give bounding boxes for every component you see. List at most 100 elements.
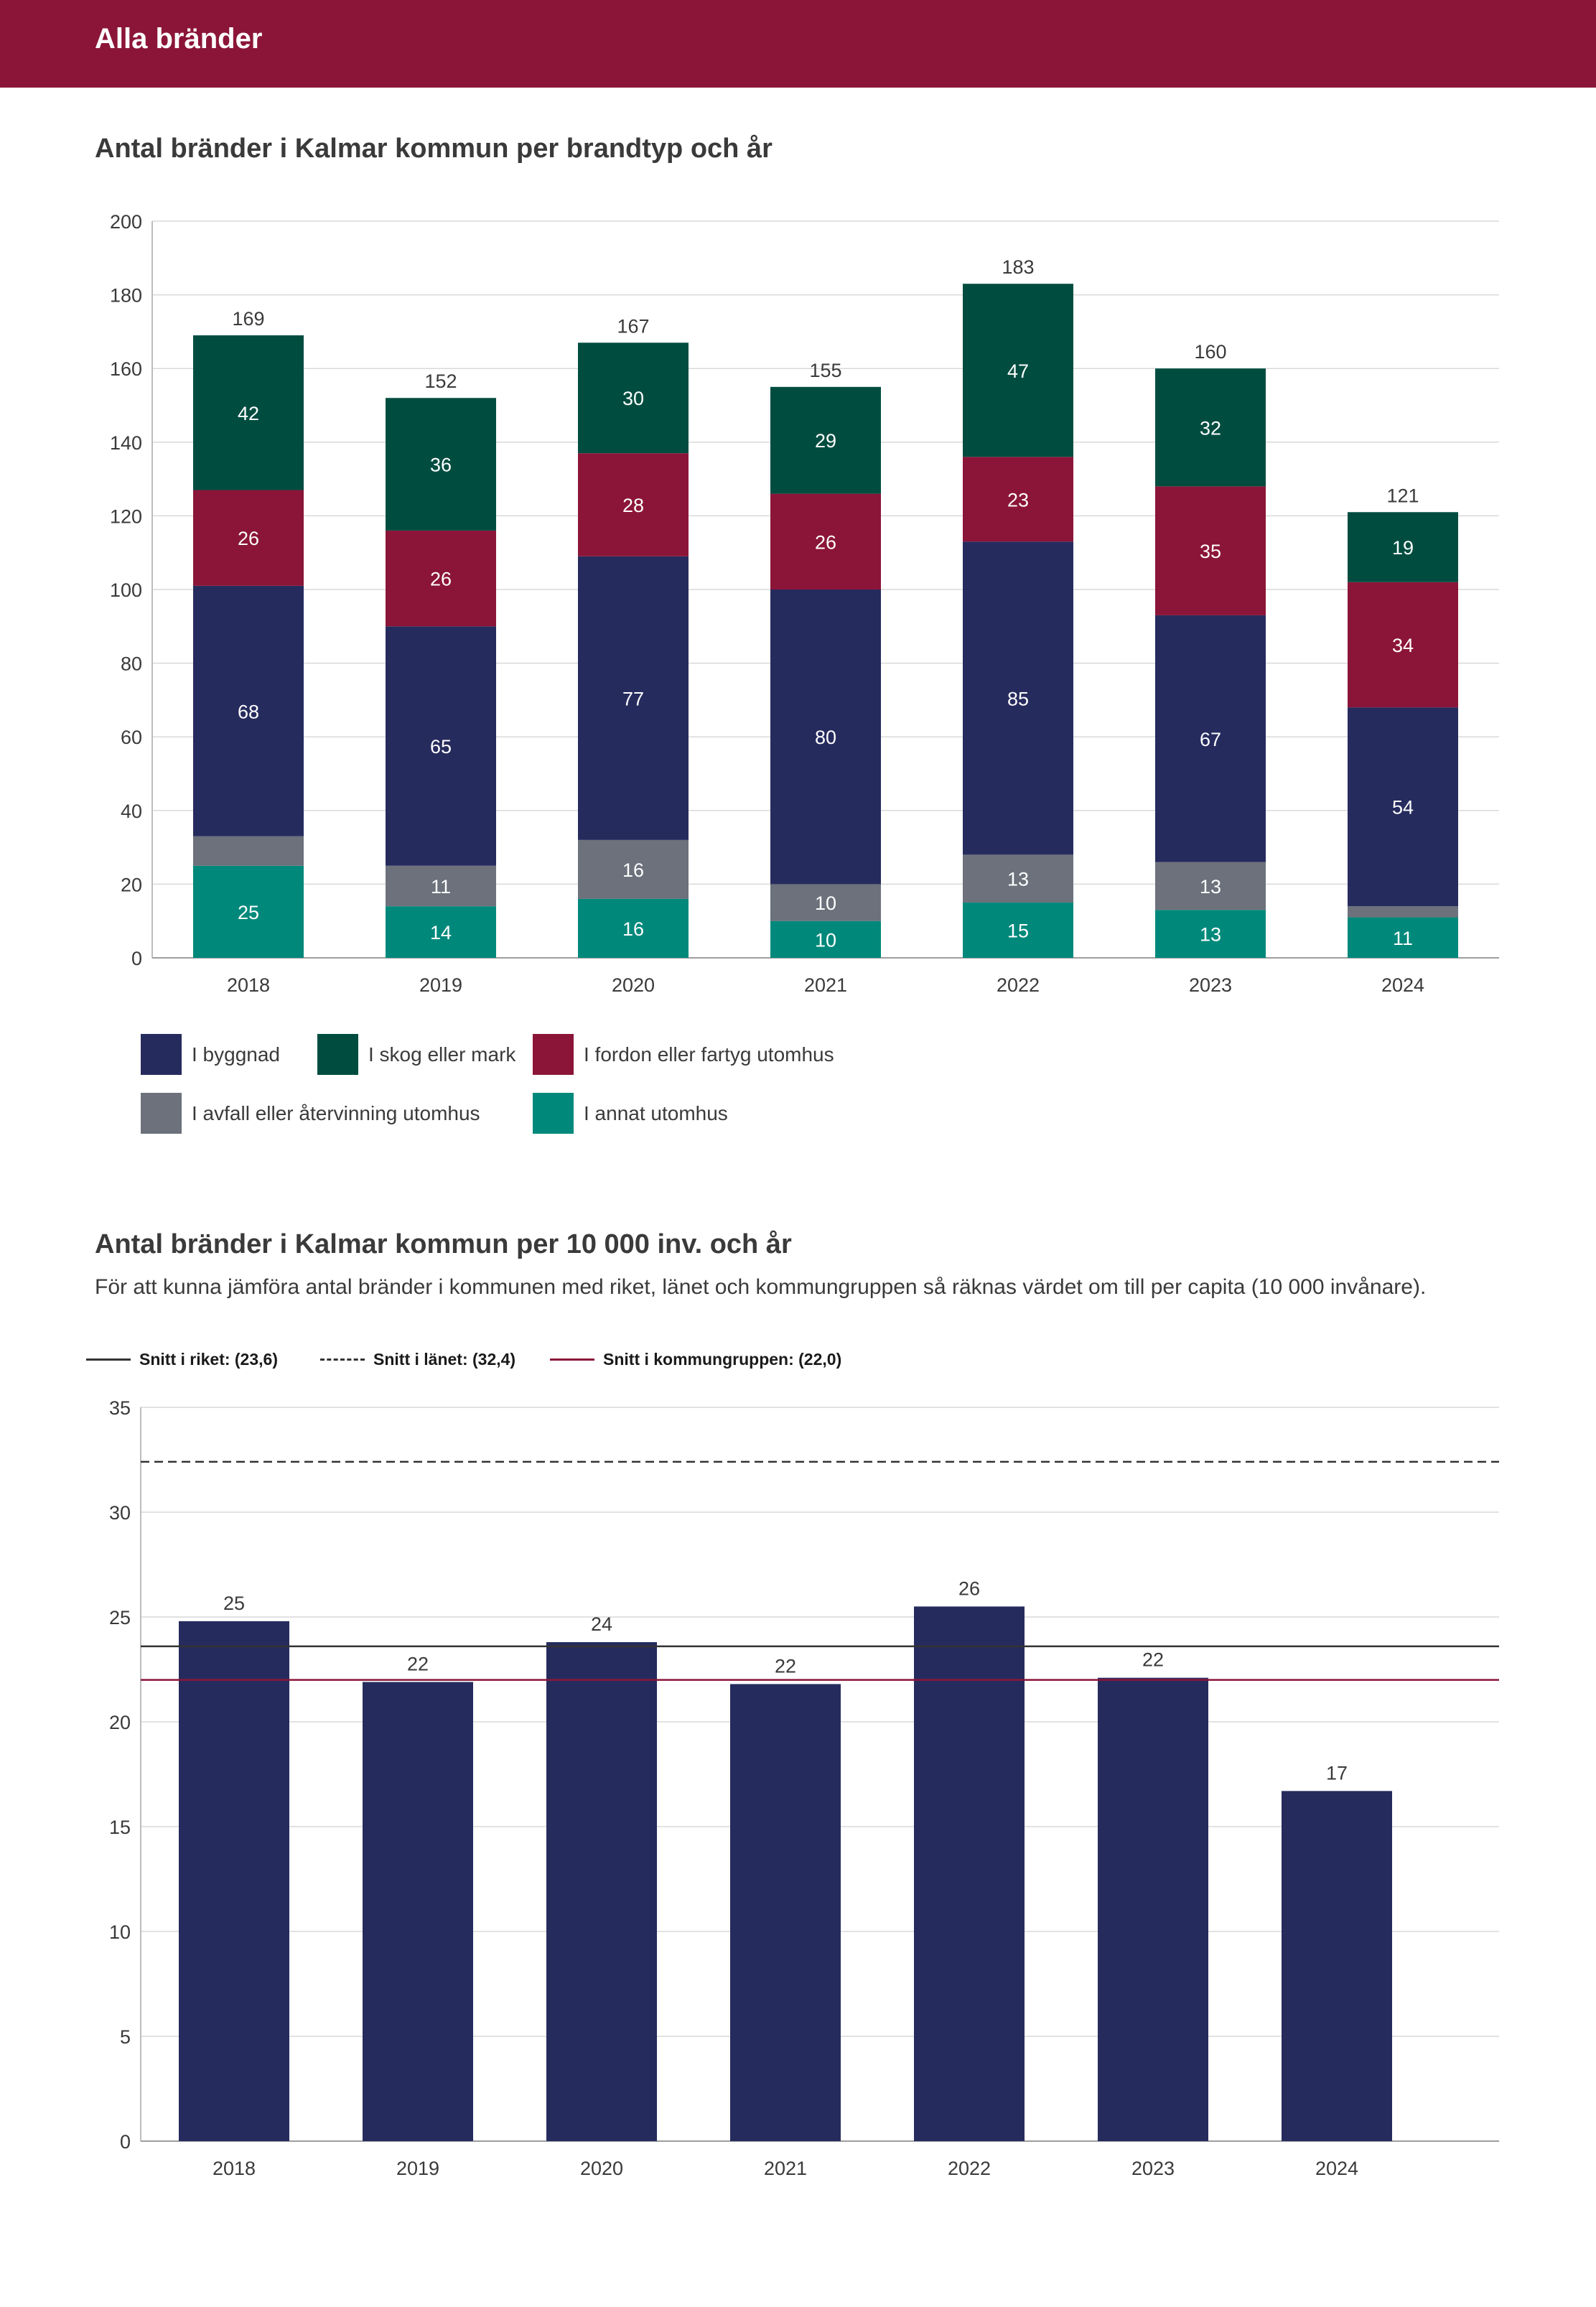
- x-tick-label: 2023: [1131, 2158, 1175, 2179]
- x-tick-label: 2018: [213, 2158, 256, 2179]
- legend-line-riket: [86, 1358, 131, 1361]
- data-label: 13: [1007, 869, 1029, 890]
- x-tick-label: 2021: [764, 2158, 807, 2179]
- data-label: 22: [407, 1654, 429, 1675]
- bar-segment-byggnad: [1155, 615, 1266, 862]
- bar-segment-avfall: [386, 865, 496, 907]
- bar-segment-skog: [578, 342, 689, 454]
- y-tick-label: 30: [109, 1502, 131, 1524]
- y-tick-label: 20: [109, 1712, 131, 1733]
- legend-item-avfall: I avfall eller återvinning utomhus: [141, 1093, 480, 1134]
- chart2-description: För att kunna jämföra antal bränder i ko…: [95, 1275, 1427, 1299]
- y-tick-label: 20: [121, 874, 142, 895]
- data-label: 13: [1200, 876, 1221, 898]
- data-label: 85: [1007, 688, 1029, 709]
- data-label: 26: [958, 1577, 980, 1599]
- x-tick-label: 2024: [1315, 2158, 1358, 2179]
- legend-item-annat: I annat utomhus: [533, 1093, 728, 1134]
- bar-segment-avfall: [963, 854, 1073, 903]
- bar-segment-fordon: [1155, 486, 1266, 615]
- legend-label-skog: I skog eller mark: [368, 1043, 516, 1066]
- legend-swatch-fordon: [533, 1034, 574, 1075]
- bar-segment-fordon: [578, 453, 689, 556]
- bar-segment-skog: [1348, 512, 1458, 582]
- legend-label-lanet: Snitt i länet: (32,4): [373, 1350, 516, 1369]
- total-label: 160: [1194, 341, 1226, 363]
- data-label: 47: [1007, 360, 1029, 382]
- data-label: 10: [815, 892, 836, 914]
- bar-segment-skog: [1155, 368, 1266, 487]
- legend-item-fordon: I fordon eller fartyg utomhus: [533, 1034, 834, 1075]
- bar-segment-annat: [1348, 917, 1458, 958]
- bar-segment-byggnad: [386, 626, 496, 866]
- total-label: 167: [617, 315, 649, 337]
- page-header: Alla bränder: [0, 0, 1596, 88]
- data-label: 36: [430, 455, 452, 476]
- data-label: 77: [622, 688, 644, 709]
- data-label: 26: [238, 528, 259, 549]
- y-tick-label: 200: [110, 211, 142, 233]
- legend-swatch-byggnad: [141, 1034, 182, 1075]
- x-tick-label: 2023: [1189, 974, 1232, 996]
- x-tick-label: 2021: [804, 974, 847, 996]
- chart2-title: Antal bränder i Kalmar kommun per 10 000…: [95, 1229, 792, 1259]
- chart1-legend: I byggnad I skog eller mark I fordon ell…: [141, 1034, 1146, 1142]
- total-label: 152: [424, 370, 457, 392]
- y-tick-label: 35: [109, 1397, 131, 1419]
- legend-swatch-avfall: [141, 1093, 182, 1134]
- bar-segment-avfall: [1155, 862, 1266, 910]
- data-label: 13: [1200, 924, 1221, 946]
- bar-segment-skog: [770, 386, 881, 494]
- legend-swatch-skog: [317, 1034, 358, 1075]
- data-label: 32: [1200, 417, 1221, 439]
- bar-segment-fordon: [193, 490, 304, 586]
- bar: [1282, 1791, 1392, 2141]
- y-tick-label: 160: [110, 358, 142, 380]
- y-tick-label: 0: [131, 948, 142, 969]
- data-label: 14: [430, 922, 452, 943]
- bar-segment-avfall: [770, 884, 881, 921]
- bar-segment-skog: [386, 398, 496, 531]
- data-label: 25: [223, 1593, 245, 1614]
- bar-segment-skog: [963, 284, 1073, 457]
- bar-segment-byggnad: [1348, 707, 1458, 907]
- bar-segment-byggnad: [578, 556, 689, 840]
- data-label: 65: [430, 736, 452, 758]
- bar-segment-fordon: [770, 493, 881, 589]
- y-tick-label: 25: [109, 1607, 131, 1628]
- legend-label-avfall: I avfall eller återvinning utomhus: [192, 1101, 480, 1124]
- y-tick-label: 80: [121, 653, 142, 675]
- legend-line-kommungrupp: [550, 1358, 594, 1361]
- bar: [914, 1606, 1025, 2141]
- bar-segment-byggnad: [963, 541, 1073, 855]
- legend-item-lanet: Snitt i länet: (32,4): [320, 1350, 515, 1369]
- page-title: Alla bränder: [95, 23, 263, 55]
- bar: [363, 1682, 473, 2141]
- bar-segment-avfall: [193, 836, 304, 866]
- chart1-title: Antal bränder i Kalmar kommun per brandt…: [95, 134, 773, 164]
- bar-segment-skog: [193, 335, 304, 490]
- y-tick-label: 15: [109, 1817, 131, 1838]
- x-tick-label: 2020: [612, 974, 655, 996]
- bar-segment-byggnad: [193, 585, 304, 836]
- bar-segment-annat: [578, 898, 689, 958]
- bar-segment-avfall: [1348, 906, 1458, 918]
- data-label: 30: [622, 388, 644, 409]
- data-label: 29: [815, 430, 836, 452]
- data-label: 15: [1007, 921, 1029, 942]
- data-label: 11: [1393, 928, 1413, 949]
- y-tick-label: 180: [110, 285, 142, 307]
- x-tick-label: 2018: [227, 974, 270, 996]
- total-label: 183: [1002, 256, 1034, 278]
- data-label: 34: [1392, 635, 1414, 656]
- bar-segment-fordon: [386, 530, 496, 627]
- data-label: 24: [591, 1613, 612, 1635]
- bar: [179, 1621, 289, 2141]
- legend-item-skog: I skog eller mark: [317, 1034, 515, 1075]
- bar-segment-annat: [770, 921, 881, 958]
- bar: [546, 1642, 657, 2141]
- y-tick-label: 60: [121, 727, 142, 748]
- x-tick-label: 2024: [1381, 974, 1424, 996]
- data-label: 17: [1326, 1762, 1348, 1784]
